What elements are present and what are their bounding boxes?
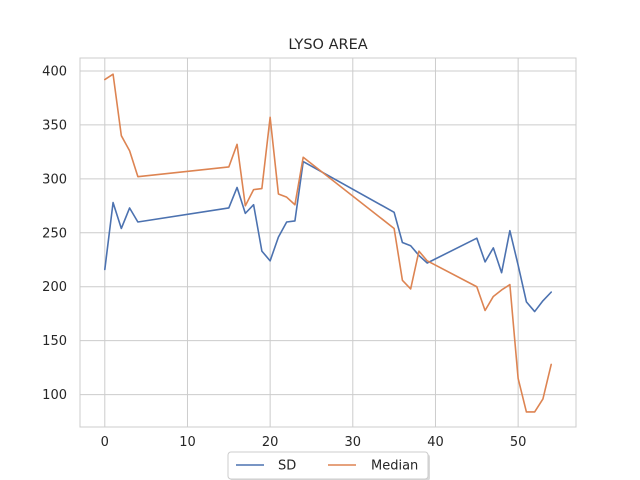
y-tick-label: 300 bbox=[42, 172, 67, 187]
x-tick-label: 10 bbox=[179, 435, 196, 450]
series-line-median bbox=[104, 73, 553, 413]
chart-title: LYSO AREA bbox=[288, 37, 367, 53]
tick-labels: 0 10 20 30 40 50 100 150 200 250 300 350 400 bbox=[42, 64, 526, 450]
grid bbox=[80, 58, 576, 427]
y-tick-label: 100 bbox=[42, 388, 67, 403]
y-tick-label: 400 bbox=[42, 64, 67, 79]
legend: SD Median bbox=[227, 451, 430, 480]
legend-label-median: Median bbox=[371, 459, 418, 474]
series-lines bbox=[104, 73, 553, 413]
x-tick-label: 20 bbox=[262, 435, 279, 450]
y-tick-label: 250 bbox=[42, 226, 67, 241]
plot-frame bbox=[79, 57, 577, 428]
series-line-sd bbox=[104, 160, 553, 313]
x-tick-label: 0 bbox=[101, 435, 109, 450]
y-tick-label: 200 bbox=[42, 280, 67, 295]
x-tick-label: 40 bbox=[427, 435, 444, 450]
legend-label-sd: SD bbox=[278, 459, 296, 474]
y-tick-label: 350 bbox=[42, 118, 67, 133]
x-tick-label: 30 bbox=[345, 435, 362, 450]
x-tick-label: 50 bbox=[510, 435, 527, 450]
y-tick-label: 150 bbox=[42, 334, 67, 349]
